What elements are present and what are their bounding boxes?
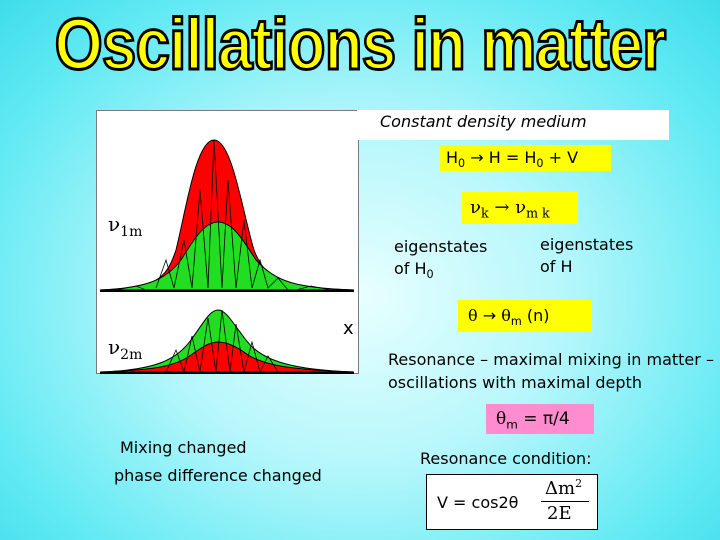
x-mark: x xyxy=(343,318,354,339)
eigenstates-h: eigenstates of H xyxy=(540,235,634,276)
hamiltonian-box: H0 → H = H0 + V xyxy=(440,145,611,171)
panel-header: Constant density medium xyxy=(380,112,587,131)
panel-header-box xyxy=(357,110,669,140)
nu1m-oscillation-lines xyxy=(115,139,332,291)
resonance-formula: V = cos2θ Δm2 2E xyxy=(426,474,598,530)
nu1m-label: ν1m xyxy=(108,212,143,240)
nu2m-oscillation-lines xyxy=(165,309,279,374)
eigenstates-h0: eigenstates of H0 xyxy=(394,237,488,282)
resonance-description: Resonance – maximal mixing in matter – o… xyxy=(388,350,714,392)
mixing-changed: Mixing changed phase difference changed xyxy=(114,438,322,485)
theta-m-box: θm = π/4 xyxy=(486,404,594,434)
theta-box: θ → θm (n) xyxy=(458,300,592,332)
wavefunction-diagram xyxy=(99,139,355,374)
nu-k-box: νk → νm k xyxy=(462,192,578,224)
nu2m-label: ν2m xyxy=(108,335,143,363)
page-title: Oscillations in matter xyxy=(53,4,667,87)
nu2m-green-curve xyxy=(99,309,355,373)
resonance-condition-label: Resonance condition: xyxy=(420,449,592,468)
nu2m-red-curve xyxy=(99,341,355,373)
